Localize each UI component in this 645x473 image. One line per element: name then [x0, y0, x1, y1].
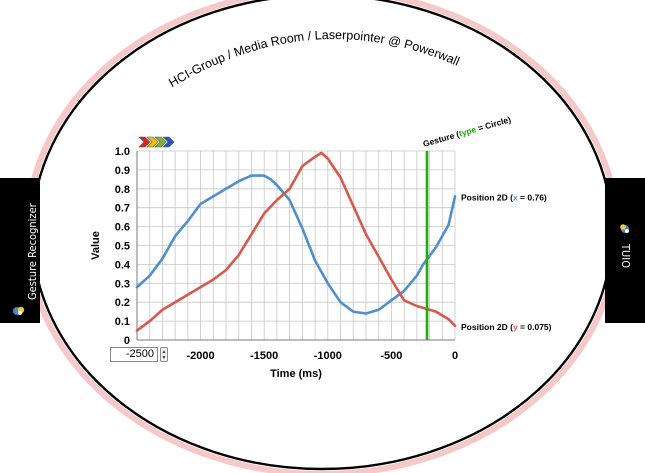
y-tick-label: 0.5: [115, 241, 130, 253]
series-label-x: Position 2D (x = 0.76): [461, 192, 547, 202]
tuio-tab[interactable]: TUIO: [605, 178, 645, 323]
gesture-recognizer-tab-label: Gesture Recognizer: [26, 203, 39, 300]
y-tick-label: 0.1: [115, 316, 130, 328]
gesture-recognizer-tab[interactable]: Gesture Recognizer: [0, 178, 40, 323]
y-tick-label: 0.4: [115, 259, 131, 271]
playback-arrow-icon[interactable]: [154, 136, 167, 148]
series-line-y: [135, 151, 457, 332]
tuio-icon: [618, 222, 632, 234]
playback-arrow-icon[interactable]: [138, 136, 151, 148]
y-tick-label: 0.9: [115, 165, 130, 177]
y-tick-label: 0.6: [115, 222, 130, 234]
x-tick-label: 0: [452, 350, 458, 362]
x-tick-label: -500: [380, 350, 402, 362]
time-window-input[interactable]: -2500: [110, 347, 158, 362]
stepper-up-icon[interactable]: ▲: [161, 349, 167, 355]
series-label-y: Position 2D (y = 0.075): [461, 322, 552, 332]
y-tick-label: 0.2: [115, 297, 130, 309]
x-tick-label: -1500: [250, 350, 278, 362]
y-tick-label: 0: [124, 335, 130, 347]
x-axis-title: Time (ms): [270, 368, 322, 380]
x-tick-label: -1000: [314, 350, 342, 362]
y-tick-label: 0.3: [115, 278, 130, 290]
playback-arrow-icon[interactable]: [162, 136, 175, 148]
x-tick-label: -2000: [187, 350, 215, 362]
playback-arrow-icon[interactable]: [146, 136, 159, 148]
y-axis-title: Value: [90, 231, 102, 260]
series-line-x: [135, 174, 457, 315]
y-tick-label: 0.8: [115, 184, 130, 196]
tuio-tab-label: TUIO: [619, 244, 632, 268]
y-tick-label: 1.0: [115, 146, 130, 158]
y-tick-label: 0.7: [115, 203, 130, 215]
recognizer-icon: [12, 304, 26, 316]
time-window-stepper[interactable]: ▲ ▼: [160, 347, 168, 362]
stepper-down-icon[interactable]: ▼: [161, 355, 167, 361]
line-chart: 0 0.1 0.2 0.3 0.4 0.5 0.6 0.7 0.8 0.9 1.0 -2000 -150…: [90, 114, 552, 380]
